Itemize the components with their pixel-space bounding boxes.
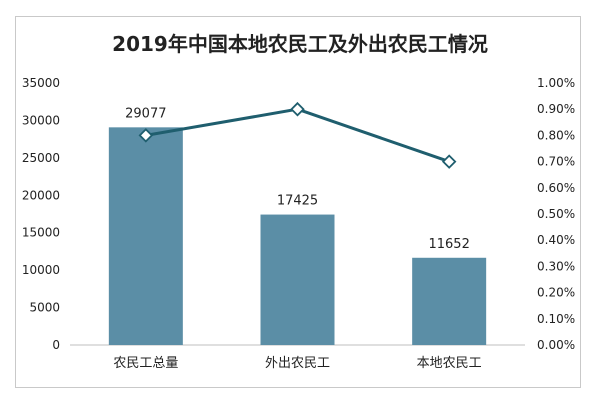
x-tick-label: 农民工总量 (113, 356, 178, 371)
line-series (138, 101, 457, 169)
y-left-tick-label: 35000 (22, 76, 60, 90)
y-right-tick-label: 0.00% (537, 338, 575, 352)
line-point (441, 154, 457, 169)
y-right-tick-label: 0.20% (537, 286, 575, 300)
line-path (145, 107, 450, 164)
y-left-tick-label: 0 (52, 338, 60, 352)
y-left-tick-label: 5000 (29, 301, 60, 315)
chart-title: 2019年中国本地农民工及外出农民工情况 (112, 32, 488, 56)
y-left-tick-label: 20000 (22, 188, 60, 202)
x-tick-label: 本地农民工 (417, 356, 482, 371)
x-tick-label: 外出农民工 (265, 356, 330, 371)
y-left-tick-label: 30000 (22, 113, 60, 127)
y-left-tick-label: 25000 (22, 151, 60, 165)
labels: 农民工总量 外出农民工 本地农民工 29077 17425 11652 (113, 106, 481, 371)
bar-data-label: 11652 (428, 237, 469, 252)
line-point (290, 101, 305, 117)
y-right-tick-label: 0.50% (537, 207, 575, 221)
bar-series (108, 127, 487, 345)
y-right-tick-label: 0.90% (537, 102, 575, 116)
y-right-tick-label: 0.40% (537, 233, 575, 247)
line-point (138, 128, 154, 143)
y-right-tick-label: 0.10% (537, 312, 575, 326)
y-left-tick-label: 15000 (22, 226, 60, 240)
y-right-tick-label: 0.70% (537, 155, 575, 169)
y-right-tick-label: 0.60% (537, 181, 575, 195)
bar (260, 214, 335, 345)
axes: 0 5000 10000 15000 20000 25000 30000 35000 0.00%… (22, 76, 575, 352)
y-left-tick-label: 10000 (22, 263, 60, 277)
bar-data-label: 17425 (277, 194, 318, 209)
bar (412, 257, 487, 345)
y-right-tick-label: 0.30% (537, 259, 575, 273)
y-right-tick-label: 1.00% (537, 76, 575, 90)
bar (108, 127, 183, 345)
y-right-tick-label: 0.80% (537, 128, 575, 142)
bar-data-label: 29077 (125, 106, 166, 121)
